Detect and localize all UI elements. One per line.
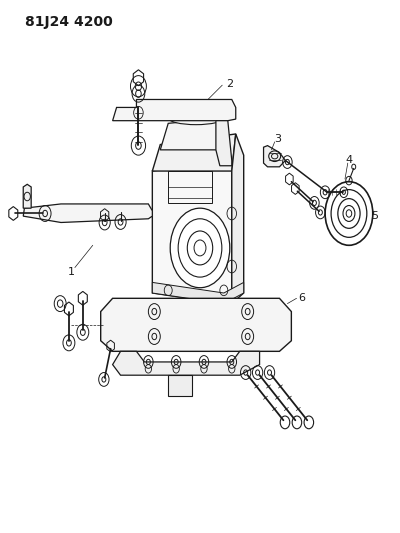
Text: 5: 5 bbox=[371, 211, 378, 221]
Polygon shape bbox=[160, 118, 228, 150]
Text: 81J24 4200: 81J24 4200 bbox=[25, 14, 113, 29]
Polygon shape bbox=[216, 120, 232, 166]
Text: 2: 2 bbox=[226, 78, 233, 88]
Text: 6: 6 bbox=[298, 293, 305, 303]
Polygon shape bbox=[23, 184, 31, 208]
Polygon shape bbox=[168, 375, 192, 397]
Polygon shape bbox=[152, 282, 244, 304]
Polygon shape bbox=[232, 134, 244, 304]
Text: 1: 1 bbox=[68, 267, 74, 277]
Text: 4: 4 bbox=[345, 156, 352, 165]
Polygon shape bbox=[101, 298, 291, 351]
Polygon shape bbox=[113, 100, 236, 120]
Polygon shape bbox=[23, 204, 152, 222]
Polygon shape bbox=[152, 160, 232, 304]
Polygon shape bbox=[152, 134, 236, 171]
Polygon shape bbox=[113, 351, 260, 375]
Polygon shape bbox=[264, 146, 286, 167]
Circle shape bbox=[325, 182, 373, 245]
Circle shape bbox=[170, 208, 230, 288]
Text: 3: 3 bbox=[274, 134, 281, 144]
Ellipse shape bbox=[168, 111, 224, 125]
